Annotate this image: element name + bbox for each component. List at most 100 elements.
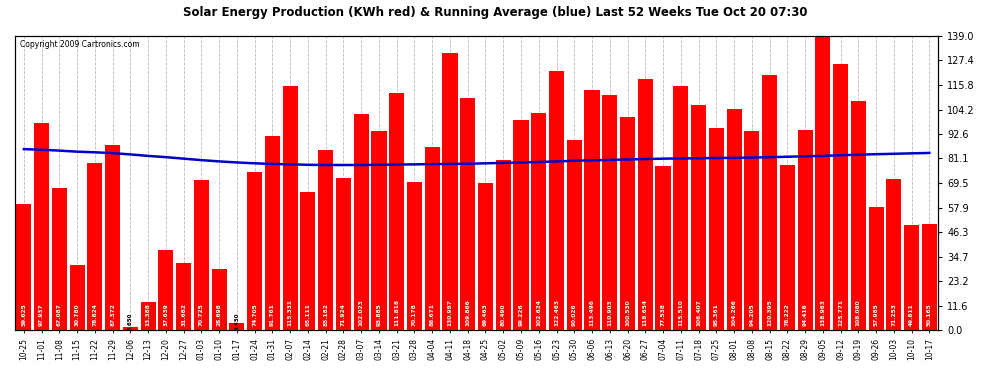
Bar: [532, 113, 546, 330]
Text: 69.463: 69.463: [483, 303, 488, 326]
Text: 3.450: 3.450: [235, 312, 240, 330]
Bar: [798, 130, 813, 330]
Bar: [620, 117, 635, 330]
Bar: [371, 131, 386, 330]
Bar: [762, 75, 777, 330]
Text: 28.698: 28.698: [217, 303, 222, 326]
Bar: [549, 71, 564, 330]
Text: 77.538: 77.538: [660, 303, 665, 326]
Bar: [425, 147, 440, 330]
Bar: [460, 98, 475, 330]
Text: 118.654: 118.654: [643, 299, 647, 326]
Bar: [212, 269, 227, 330]
Bar: [105, 145, 120, 330]
Bar: [389, 93, 404, 330]
Text: 57.985: 57.985: [873, 303, 878, 326]
Bar: [904, 225, 919, 330]
Text: 110.903: 110.903: [607, 299, 612, 326]
Text: 120.395: 120.395: [767, 299, 772, 326]
Bar: [850, 101, 866, 330]
Bar: [514, 120, 529, 330]
Text: 102.624: 102.624: [537, 299, 542, 326]
Text: 78.222: 78.222: [785, 303, 790, 326]
Text: 115.331: 115.331: [288, 299, 293, 326]
Bar: [230, 323, 245, 330]
Bar: [69, 265, 85, 330]
Bar: [407, 182, 422, 330]
Text: 71.253: 71.253: [891, 303, 896, 326]
Text: 100.530: 100.530: [625, 299, 630, 326]
Text: 113.496: 113.496: [589, 299, 595, 326]
Bar: [833, 64, 848, 330]
Bar: [566, 140, 582, 330]
Bar: [248, 172, 262, 330]
Text: 122.463: 122.463: [554, 299, 559, 326]
Text: 108.080: 108.080: [855, 299, 861, 326]
Bar: [780, 165, 795, 330]
Bar: [727, 110, 742, 330]
Text: 102.023: 102.023: [358, 299, 363, 326]
Text: 74.705: 74.705: [252, 303, 257, 326]
Text: 80.490: 80.490: [501, 303, 506, 326]
Bar: [744, 131, 759, 330]
Text: 30.780: 30.780: [74, 303, 79, 326]
Bar: [194, 180, 209, 330]
Text: 138.963: 138.963: [821, 299, 826, 326]
Bar: [265, 136, 280, 330]
Bar: [584, 90, 600, 330]
Text: 50.165: 50.165: [927, 303, 932, 326]
Bar: [638, 79, 652, 330]
Text: 59.625: 59.625: [22, 303, 27, 326]
Text: 109.866: 109.866: [465, 299, 470, 326]
Bar: [158, 251, 173, 330]
Bar: [353, 114, 368, 330]
Bar: [318, 150, 334, 330]
Text: Copyright 2009 Cartronics.com: Copyright 2009 Cartronics.com: [20, 40, 140, 49]
Bar: [300, 192, 316, 330]
Bar: [34, 123, 50, 330]
Bar: [709, 128, 724, 330]
Text: 130.987: 130.987: [447, 299, 452, 326]
Bar: [868, 207, 884, 330]
Bar: [87, 163, 102, 330]
Bar: [691, 105, 706, 330]
Bar: [655, 166, 670, 330]
Bar: [816, 36, 831, 330]
Bar: [886, 179, 901, 330]
Text: 13.388: 13.388: [146, 303, 150, 326]
Text: 90.026: 90.026: [572, 303, 577, 326]
Text: 70.178: 70.178: [412, 303, 417, 326]
Text: 97.937: 97.937: [40, 303, 45, 326]
Text: 49.811: 49.811: [909, 303, 914, 326]
Text: 87.372: 87.372: [110, 303, 115, 326]
Text: 111.818: 111.818: [394, 299, 399, 326]
Bar: [496, 160, 511, 330]
Bar: [922, 224, 937, 330]
Text: 91.761: 91.761: [270, 303, 275, 326]
Text: 78.824: 78.824: [92, 303, 97, 326]
Bar: [123, 327, 138, 330]
Bar: [283, 86, 298, 330]
Bar: [336, 178, 351, 330]
Text: 71.924: 71.924: [341, 303, 346, 326]
Text: 31.682: 31.682: [181, 303, 186, 326]
Bar: [673, 86, 688, 330]
Text: 70.725: 70.725: [199, 303, 204, 326]
Bar: [141, 302, 155, 330]
Bar: [176, 263, 191, 330]
Text: 65.111: 65.111: [306, 303, 311, 326]
Bar: [478, 183, 493, 330]
Text: 104.266: 104.266: [732, 299, 737, 326]
Text: 93.885: 93.885: [376, 303, 381, 326]
Text: 115.510: 115.510: [678, 299, 683, 326]
Text: 95.361: 95.361: [714, 303, 719, 326]
Bar: [602, 95, 618, 330]
Text: 67.087: 67.087: [56, 303, 62, 326]
Text: 37.639: 37.639: [163, 303, 168, 326]
Text: 94.416: 94.416: [803, 303, 808, 326]
Text: 106.407: 106.407: [696, 299, 701, 326]
Text: 94.205: 94.205: [749, 303, 754, 326]
Text: 1.650: 1.650: [128, 312, 133, 330]
Text: 85.182: 85.182: [323, 303, 329, 326]
Text: 99.226: 99.226: [519, 303, 524, 326]
